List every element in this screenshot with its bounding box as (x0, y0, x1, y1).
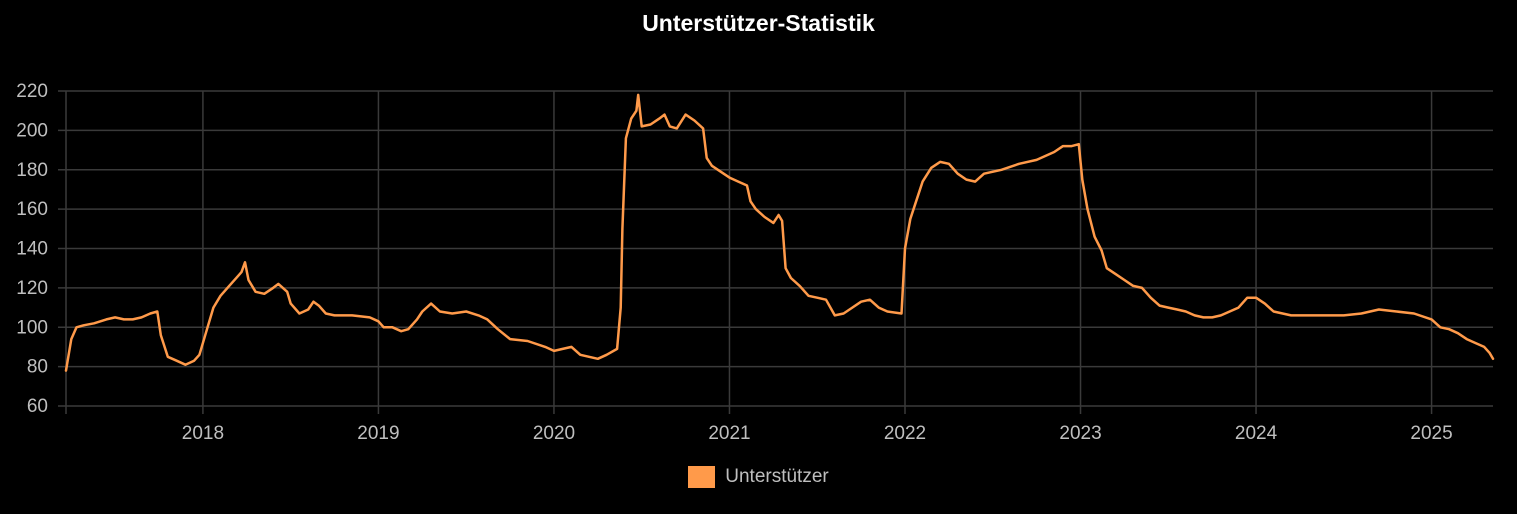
x-tick-label: 2020 (533, 423, 575, 444)
chart-title: Unterstützer-Statistik (642, 10, 875, 36)
y-tick-label: 180 (16, 160, 48, 181)
legend-swatch (688, 466, 716, 488)
legend-label: Unterstützer (725, 466, 829, 487)
y-tick-label: 100 (16, 317, 48, 338)
series-layer (64, 93, 1495, 372)
x-tick-label: 2024 (1235, 423, 1278, 444)
x-tick-label: 2018 (182, 423, 224, 444)
y-tick-label: 200 (16, 120, 48, 141)
x-tick-label: 2023 (1059, 423, 1101, 444)
y-tick-label: 60 (27, 396, 48, 417)
y-tick-label: 160 (16, 199, 48, 220)
x-tick-label: 2021 (708, 423, 750, 444)
legend[interactable]: Unterstützer (0, 466, 1517, 488)
y-tick-label: 140 (16, 239, 48, 260)
y-tick-label: 120 (16, 278, 48, 299)
series-line (64, 93, 1495, 372)
grid-lines (58, 90, 1493, 414)
y-tick-label: 220 (16, 81, 48, 102)
x-tick-label: 2025 (1410, 423, 1452, 444)
x-tick-label: 2019 (357, 423, 399, 444)
x-tick-label: 2022 (884, 423, 926, 444)
x-axis-ticks: 2018 2019 2020 2021 2022 2023 2024 2025 (182, 423, 1453, 444)
y-axis-ticks: 60 80 100 120 140 160 180 200 220 (16, 81, 48, 417)
y-tick-label: 80 (27, 357, 48, 378)
